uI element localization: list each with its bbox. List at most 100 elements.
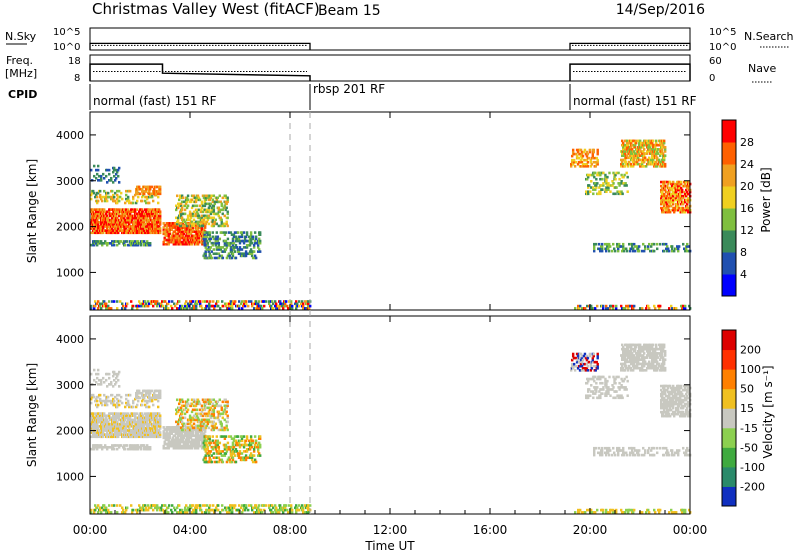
power-data-cell [256,307,259,310]
power-data-cell [148,190,151,193]
power-data-cell [192,240,196,244]
velocity-data-cell [97,504,100,507]
power-data-cell [196,302,199,306]
velocity-data-cell [113,447,116,451]
power-data-cell [149,216,152,220]
velocity-data-cell [146,424,149,428]
power-data-cell [302,304,305,308]
power-data-cell [109,220,112,224]
velocity-data-cell [251,460,255,464]
power-data-cell [592,160,595,164]
power-data-cell [679,192,682,196]
power-data-cell [617,249,620,253]
power-data-cell [101,242,104,245]
power-data-cell [220,204,223,208]
power-data-cell [101,195,104,199]
power-data-cell [625,171,628,175]
power-data-cell [164,300,167,303]
velocity-data-cell [147,508,150,512]
velocity-data-cell [126,403,129,407]
power-data-cell [97,240,100,243]
velocity-data-cell [190,440,194,444]
power-data-cell [118,166,121,170]
power-data-cell [624,307,627,310]
power-data-cell [574,160,578,164]
velocity-data-cell [158,429,161,432]
power-data-cell [581,162,585,166]
power-data-cell [622,162,625,166]
velocity-data-cell [206,406,210,410]
power-data-cell [636,245,639,248]
velocity-data-cell [143,396,146,400]
power-data-cell [105,307,108,310]
velocity-data-cell [96,433,99,436]
power-data-cell [674,208,677,212]
power-data-cell [641,154,644,158]
velocity-data-cell [111,504,114,507]
power-data-cell [618,190,621,194]
velocity-data-cell [148,506,151,510]
power-data-cell [676,245,679,248]
velocity-data-cell [99,418,102,422]
velocity-data-cell [99,414,102,418]
power-data-cell [194,220,198,224]
velocity-data-cell [159,389,162,393]
power-data-cell [102,231,105,235]
power-data-cell [688,184,691,188]
power-data-cell [134,223,137,226]
power-data-cell [587,173,590,177]
velocity-data-cell [212,426,216,430]
power-data-cell [99,193,102,197]
power-data-cell [104,199,107,203]
velocity-data-cell [156,416,159,420]
freq-tick-high: 18 [68,56,81,67]
power-data-cell [281,304,284,308]
power-data-cell [215,302,218,306]
power-data-cell [207,206,211,210]
power-data-cell [99,304,102,308]
power-data-cell [181,242,185,246]
velocity-data-cell [225,410,228,414]
power-data-cell [612,192,615,196]
power-data-cell [224,194,227,198]
power-data-cell [212,210,216,214]
velocity-data-cell [134,431,137,434]
power-data-cell [580,156,584,160]
velocity-data-cell [212,456,215,460]
velocity-data-cell [200,430,204,433]
power-data-cell [172,242,176,246]
velocity-data-cell [226,404,229,408]
power-data-cell [203,214,207,218]
power-data-cell [179,304,182,308]
power-data-cell [147,304,150,308]
power-data-cell [616,242,619,246]
power-data-cell [625,162,628,166]
power-data-cell [657,143,660,147]
power-data-cell [195,307,198,310]
power-data-cell [249,239,253,243]
power-data-cell [660,202,663,206]
power-data-cell [220,218,223,222]
velocity-data-cell [197,440,201,444]
power-data-cell [225,222,228,226]
velocity-data-cell [95,397,98,401]
power-data-cell [162,242,165,246]
power-data-cell [108,307,111,310]
power-data-cell [200,202,204,206]
power-data-cell [183,220,187,224]
power-data-cell [614,192,617,196]
velocity-data-cell [205,435,208,438]
velocity-data-cell [258,443,262,447]
velocity-data-cell [145,405,148,409]
power-data-cell [180,228,184,231]
power-data-cell [271,300,274,303]
velocity-data-cell [208,435,211,438]
power-data-cell [275,307,278,310]
power-data-cell [590,162,594,166]
velocity-data-cell [147,433,150,436]
power-data-cell [587,186,590,189]
power-data-cell [95,176,98,180]
power-data-cell [191,230,195,234]
power-data-cell [125,227,128,230]
power-data-cell [617,192,620,196]
